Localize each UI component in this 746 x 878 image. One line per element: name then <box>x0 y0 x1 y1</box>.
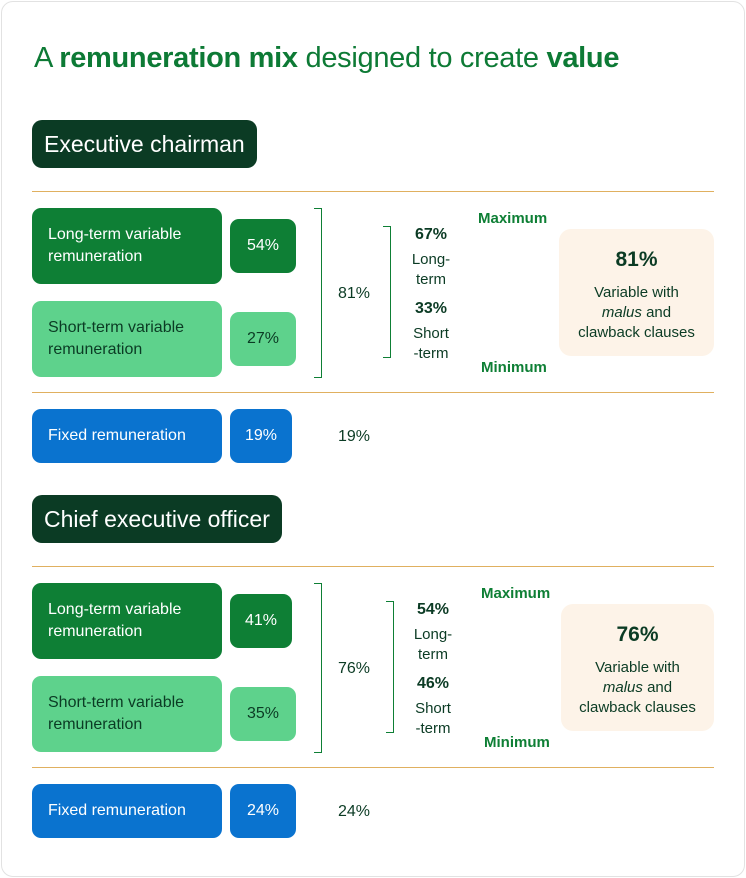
divider <box>32 191 714 192</box>
short-term-split: 33% Short -term <box>413 300 449 362</box>
divider <box>32 392 714 393</box>
short-term-percent: 35% <box>230 687 296 741</box>
section-executive-chairman: Executive chairman Long-term variable rem… <box>0 120 746 480</box>
fixed-sum: 24% <box>338 803 371 820</box>
maximum-label: Maximum <box>481 585 551 602</box>
variable-sum: 76% <box>338 660 371 677</box>
short-term-percent: 27% <box>230 312 296 366</box>
split-bracket <box>383 226 391 358</box>
minimum-label: Minimum <box>481 359 547 376</box>
long-term-percent: 54% <box>230 219 296 273</box>
maximum-label: Maximum <box>478 210 548 227</box>
short-term-variable-label: Short-term variable remuneration <box>32 301 222 377</box>
page-title: A remuneration mix designed to create va… <box>34 42 620 74</box>
long-term-percent: 41% <box>230 594 292 648</box>
long-term-split: 54% Long- term <box>413 601 453 663</box>
section-chief-executive-officer: Chief executive officer Long-term variab… <box>0 495 746 855</box>
long-term-variable-label: Long-term variable remuneration <box>32 583 222 659</box>
role-header: Executive chairman <box>32 120 257 168</box>
fixed-percent: 24% <box>230 784 296 838</box>
variable-clauses-box: 81% Variable with malus and clawback claus… <box>559 229 714 356</box>
variable-clauses-box: 76% Variable with malus and clawback claus… <box>561 604 714 731</box>
variable-bracket <box>314 208 322 378</box>
long-term-variable-label: Long-term variable remuneration <box>32 208 222 284</box>
split-bracket <box>386 601 394 733</box>
role-header: Chief executive officer <box>32 495 282 543</box>
fixed-remuneration-label: Fixed remuneration <box>32 409 222 463</box>
fixed-percent: 19% <box>230 409 292 463</box>
variable-sum: 81% <box>338 285 371 302</box>
divider <box>32 767 714 768</box>
short-term-split: 46% Short -term <box>415 675 451 737</box>
fixed-sum: 19% <box>338 428 371 445</box>
minimum-label: Minimum <box>484 734 550 751</box>
short-term-variable-label: Short-term variable remuneration <box>32 676 222 752</box>
divider <box>32 566 714 567</box>
variable-bracket <box>314 583 322 753</box>
fixed-remuneration-label: Fixed remuneration <box>32 784 222 838</box>
long-term-split: 67% Long- term <box>411 226 451 288</box>
